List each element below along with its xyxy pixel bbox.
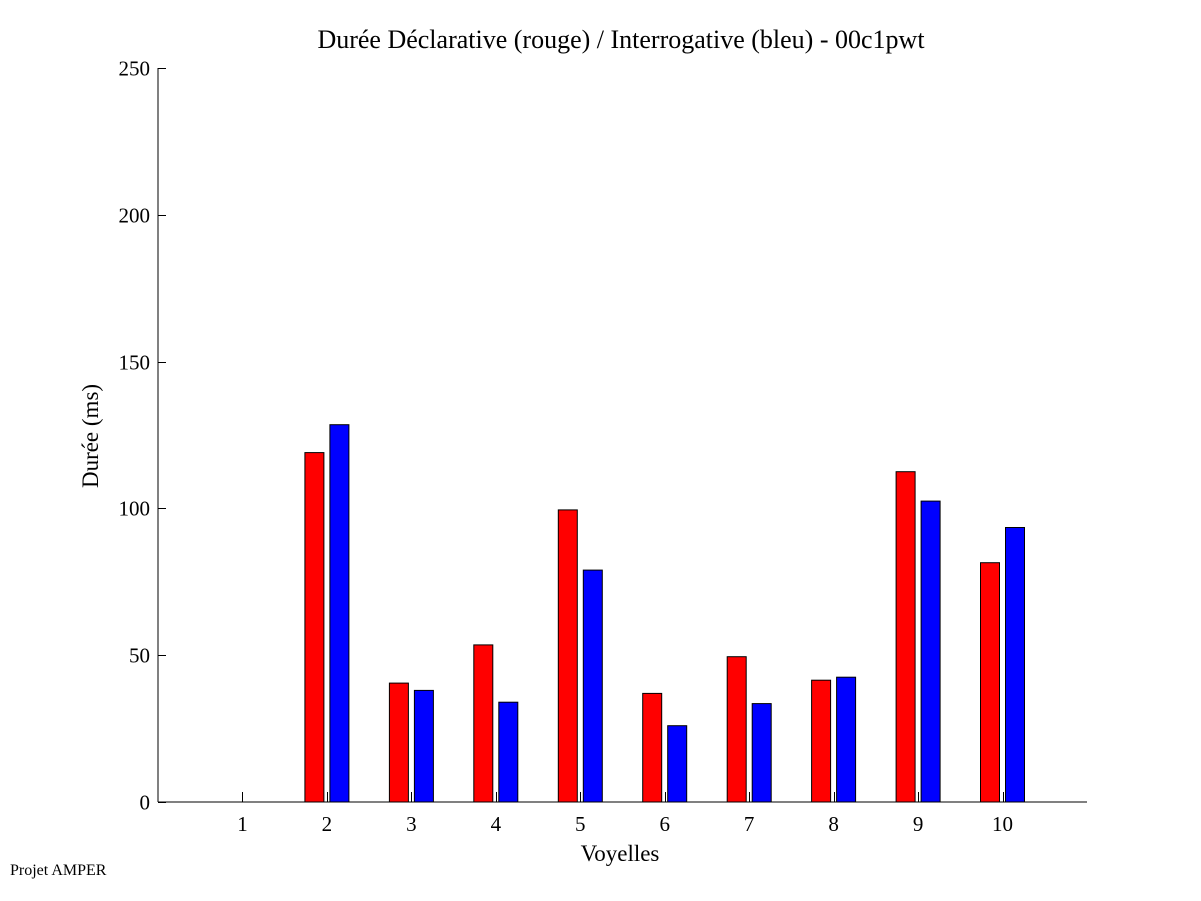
plot-area: 0 50 100 150 200 250 1 2 3 4 5 6 7 8 9 10 [119, 57, 1087, 836]
x-axis-label: Voyelles [581, 841, 660, 866]
x-tick-label: 8 [828, 812, 839, 836]
bar [895, 471, 916, 803]
x-tick-label: 3 [406, 812, 417, 836]
y-tick-label: 200 [119, 204, 151, 228]
y-tick-label: 250 [119, 57, 151, 81]
y-axis-label: Durée (ms) [78, 384, 103, 488]
bar [498, 701, 519, 803]
bar [920, 500, 941, 803]
footer-note: Projet AMPER [10, 862, 107, 879]
y-tick-label: 150 [119, 351, 151, 375]
bar [329, 424, 350, 803]
bar [726, 656, 747, 803]
x-tick-label: 10 [992, 812, 1013, 836]
y-tick-label: 100 [119, 497, 151, 521]
bar [582, 569, 603, 803]
bar [1005, 527, 1025, 803]
x-tick-label: 5 [575, 812, 586, 836]
bar [413, 689, 434, 803]
x-tick-label: 6 [659, 812, 670, 836]
bar [667, 725, 688, 803]
bar [642, 692, 663, 803]
x-tick-label: 9 [913, 812, 924, 836]
bar [473, 644, 494, 803]
bar [980, 562, 1000, 803]
x-tick-label: 7 [744, 812, 755, 836]
bar [811, 679, 832, 803]
chart-title: Durée Déclarative (rouge) / Interrogativ… [317, 25, 925, 54]
bar [388, 682, 409, 803]
bar [836, 676, 857, 803]
bar [751, 703, 772, 803]
y-tick-label: 50 [129, 644, 150, 668]
x-tick-label: 2 [322, 812, 333, 836]
bar [304, 452, 325, 803]
bar [557, 509, 578, 803]
x-tick-label: 4 [491, 812, 502, 836]
x-tick-label: 1 [237, 812, 248, 836]
y-tick-label: 0 [140, 791, 151, 815]
